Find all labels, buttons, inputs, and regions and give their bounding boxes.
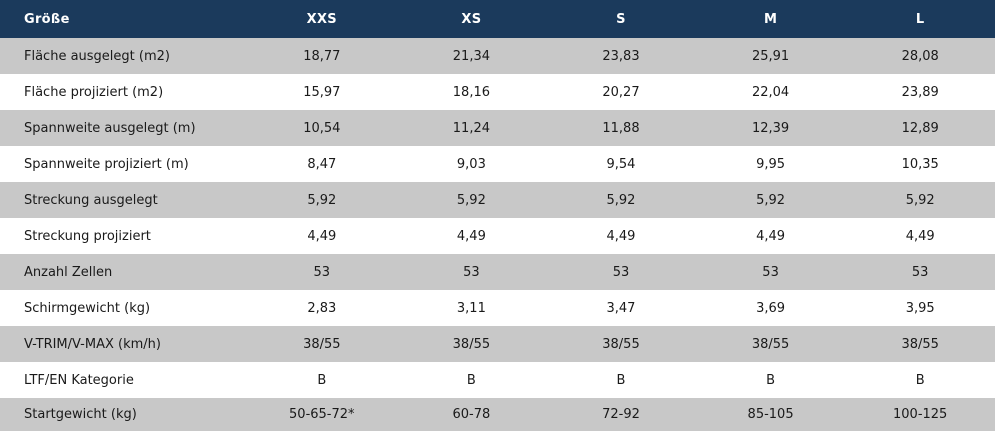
table-row: Streckung projiziert 4,49 4,49 4,49 4,49… [0, 218, 995, 254]
table-cell: B [766, 372, 776, 388]
table-cell: 53 [612, 264, 630, 280]
row-label: Schirmgewicht (kg) [24, 300, 151, 316]
table-row: Spannweite ausgelegt (m) 10,54 11,24 11,… [0, 110, 995, 146]
table-cell: 4,49 [456, 228, 486, 244]
table-cell: 5,92 [756, 192, 786, 208]
table-cell: 9,54 [606, 156, 636, 172]
header-size-xxs: XXS [306, 11, 337, 27]
table-cell: 4,49 [307, 228, 337, 244]
table-cell: 53 [911, 264, 929, 280]
table-cell: 23,89 [901, 84, 939, 100]
row-label: Fläche projiziert (m2) [24, 84, 164, 100]
table-cell: 38/55 [901, 336, 939, 352]
table-cell: 10,54 [303, 120, 341, 136]
row-label: LTF/EN Kategorie [24, 372, 134, 388]
table-cell: B [616, 372, 626, 388]
table-cell: 72-92 [602, 407, 640, 422]
table-cell: 53 [463, 264, 480, 280]
table-cell: 9,95 [756, 156, 786, 172]
table-cell: 5,92 [606, 192, 636, 208]
table-cell: 12,89 [901, 120, 939, 136]
header-size-m: M [763, 11, 778, 27]
table-cell: 10,35 [901, 156, 939, 172]
table-cell: B [915, 372, 925, 388]
header-size-s: S [616, 11, 626, 27]
table-cell: 38/55 [602, 336, 640, 352]
table-row: Anzahl Zellen 53 53 53 53 53 [0, 254, 995, 290]
table-cell: 18,16 [452, 84, 490, 100]
table-cell: 11,24 [452, 120, 490, 136]
table-cell: 5,92 [905, 192, 935, 208]
table-cell: 3,95 [905, 300, 935, 316]
table-cell: 23,83 [602, 48, 640, 64]
header-size-label: Größe [24, 11, 70, 27]
table-cell: 53 [313, 264, 331, 280]
row-label: Streckung ausgelegt [24, 192, 158, 208]
row-label: Startgewicht (kg) [24, 407, 137, 422]
table-cell: 60-78 [452, 407, 491, 422]
table-cell: 3,69 [756, 300, 786, 316]
table-cell: 38/55 [303, 336, 341, 352]
table-cell: 25,91 [751, 48, 790, 64]
table-row: Spannweite projiziert (m) 8,47 9,03 9,54… [0, 146, 995, 182]
row-label: Spannweite projiziert (m) [24, 156, 189, 172]
table-cell: 22,04 [751, 84, 790, 100]
table-cell: 5,92 [307, 192, 337, 208]
table-cell: B [317, 372, 327, 388]
table-cell: 9,03 [456, 156, 486, 172]
row-label: Fläche ausgelegt (m2) [24, 48, 170, 64]
table-row: LTF/EN Kategorie B B B B B [0, 362, 995, 398]
header-size-l: L [915, 11, 925, 27]
table-row: Fläche ausgelegt (m2) 18,77 21,34 23,83 … [0, 38, 995, 74]
table-row: Schirmgewicht (kg) 2,83 3,11 3,47 3,69 3… [0, 290, 995, 326]
table-row: V-TRIM/V-MAX (km/h) 38/55 38/55 38/55 38… [0, 326, 995, 362]
table-row: Fläche projiziert (m2) 15,97 18,16 20,27… [0, 74, 995, 110]
table-cell: B [466, 372, 476, 388]
table-cell: 3,11 [456, 300, 486, 316]
row-label: Anzahl Zellen [24, 264, 113, 280]
table-cell: 8,47 [307, 156, 337, 172]
row-label: V-TRIM/V-MAX (km/h) [24, 336, 161, 352]
table-cell: 11,88 [602, 120, 640, 136]
table-row: Startgewicht (kg) 50-65-72* 60-78 72-92 … [0, 398, 995, 431]
table-cell: 12,39 [751, 120, 790, 136]
header-size-xs: XS [461, 11, 482, 27]
table-cell: 38/55 [751, 336, 790, 352]
table-row: Streckung ausgelegt 5,92 5,92 5,92 5,92 … [0, 182, 995, 218]
table-cell: 50-65-72* [289, 407, 355, 422]
table-cell: 2,83 [307, 300, 337, 316]
table-cell: 4,49 [606, 228, 636, 244]
table-cell: 20,27 [602, 84, 640, 100]
table-header-row: Größe XXS XS S M L [0, 0, 995, 38]
table-cell: 28,08 [901, 48, 939, 64]
table-cell: 15,97 [303, 84, 341, 100]
table-cell: 21,34 [452, 48, 490, 64]
table-cell: 3,47 [606, 300, 636, 316]
row-label: Streckung projiziert [24, 228, 151, 244]
table-cell: 53 [762, 264, 779, 280]
table-cell: 38/55 [452, 336, 491, 352]
table-cell: 100-125 [893, 407, 948, 422]
table-cell: 18,77 [303, 48, 341, 64]
table-cell: 5,92 [456, 192, 486, 208]
table-cell: 4,49 [905, 228, 935, 244]
table-cell: 4,49 [756, 228, 786, 244]
row-label: Spannweite ausgelegt (m) [24, 120, 196, 136]
table-cell: 85-105 [747, 407, 794, 422]
